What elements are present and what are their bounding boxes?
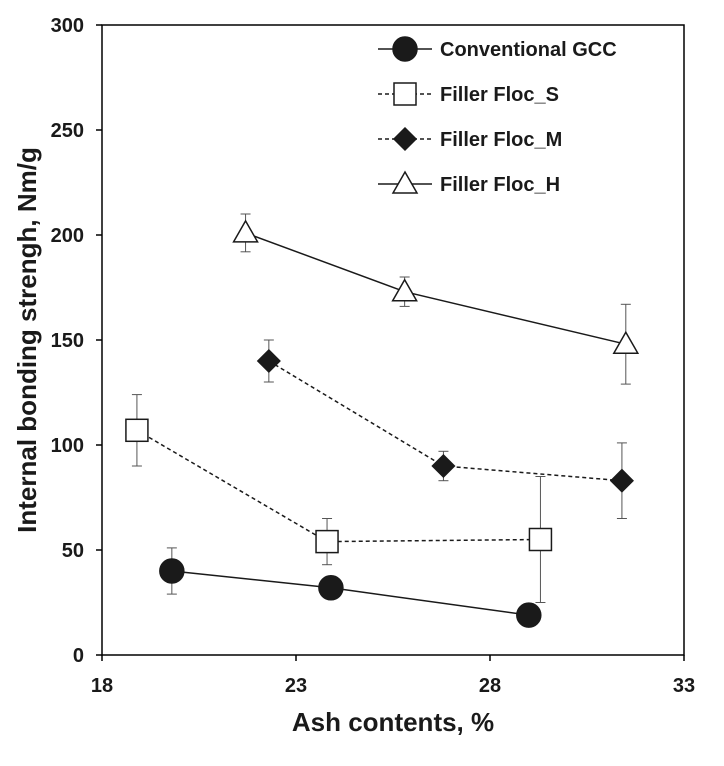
legend-item: Conventional GCC xyxy=(378,36,617,62)
legend-item: Filler Floc_S xyxy=(378,82,559,106)
series-line xyxy=(136,429,541,543)
series-layer xyxy=(125,213,640,628)
series-filler-floc-m xyxy=(256,339,634,519)
x-tick-label: 28 xyxy=(479,675,501,697)
y-tick-label: 250 xyxy=(51,120,84,142)
legend-item: Filler Floc_M xyxy=(378,126,562,152)
data-point xyxy=(315,529,339,554)
tick-layer: 0 50 100 150 200 250 300 18 23 28 33 xyxy=(51,15,696,697)
series-conventional-gcc xyxy=(159,547,542,628)
legend-label: Conventional GCC xyxy=(440,39,617,61)
y-tick-label: 0 xyxy=(73,645,84,667)
series-line xyxy=(171,570,529,616)
data-point xyxy=(318,575,344,601)
legend-label: Filler Floc_M xyxy=(440,129,562,151)
legend-label: Filler Floc_H xyxy=(440,174,560,196)
x-tick-label: 18 xyxy=(91,675,113,697)
legend-marker xyxy=(391,170,419,194)
y-tick-label: 50 xyxy=(62,540,84,562)
series-line xyxy=(245,232,626,345)
data-point xyxy=(159,558,185,584)
data-point xyxy=(232,219,259,243)
x-axis-title: Ash contents, % xyxy=(292,707,494,737)
data-point xyxy=(609,468,634,493)
data-point xyxy=(528,527,553,552)
data-point xyxy=(516,602,542,628)
legend-marker xyxy=(392,36,418,62)
series-filler-floc-s xyxy=(125,394,553,603)
y-tick-label: 100 xyxy=(51,435,84,457)
legend-item: Filler Floc_H xyxy=(378,170,560,196)
data-point xyxy=(256,348,281,374)
y-tick-label: 200 xyxy=(51,225,84,247)
y-tick-label: 300 xyxy=(51,15,84,37)
x-tick-label: 33 xyxy=(673,675,695,697)
data-point xyxy=(431,453,456,479)
x-tick-label: 23 xyxy=(285,675,307,697)
legend: Conventional GCC Filler Floc_S Filler Floc… xyxy=(378,36,617,196)
legend-marker xyxy=(393,82,417,106)
y-tick-label: 150 xyxy=(51,330,84,352)
data-point xyxy=(391,278,418,302)
legend-marker xyxy=(392,126,418,152)
legend-label: Filler Floc_S xyxy=(440,84,559,106)
data-point xyxy=(125,418,149,443)
series-filler-floc-h xyxy=(232,213,640,385)
data-point xyxy=(612,330,640,354)
plot-area xyxy=(101,24,685,656)
y-axis-title: Internal bonding strengh, Nm/g xyxy=(12,147,42,533)
